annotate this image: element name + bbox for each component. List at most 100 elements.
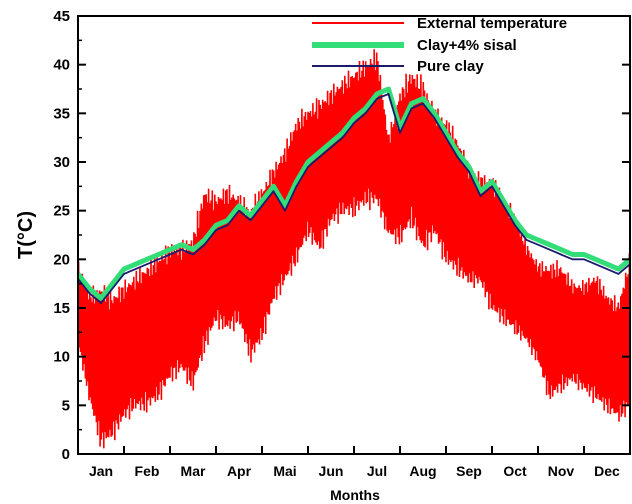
series-pure-clay-point: [100, 302, 102, 304]
y-tick-label: 40: [53, 57, 70, 74]
series-clay-sisal-point: [422, 97, 424, 100]
x-tick-label: Aug: [409, 463, 436, 479]
y-axis-title: T(°C): [15, 211, 37, 259]
series-clay-sisal-point: [261, 200, 263, 202]
series-pure-clay-point: [491, 185, 493, 188]
legend-label: Clay+4% sisal: [417, 37, 517, 54]
x-tick-label: Sep: [456, 463, 482, 479]
series-pure-clay-point: [548, 248, 551, 251]
series-clay-sisal-point: [353, 117, 355, 119]
series-pure-clay-point: [456, 156, 459, 158]
series-clay-sisal-point: [537, 239, 539, 241]
series-pure-clay-point: [284, 209, 286, 212]
series-clay-sisal-point: [238, 205, 240, 207]
series-pure-clay-point: [111, 287, 114, 290]
series-clay-sisal-point: [226, 219, 229, 222]
series-pure-clay-point: [399, 132, 401, 134]
series-pure-clay-point: [445, 136, 447, 139]
series-clay-sisal-point: [445, 132, 447, 134]
x-tick-label: Mai: [273, 463, 296, 479]
legend-label: Pure clay: [417, 58, 484, 75]
legend: External temperature Clay+4% sisal Pure cl…: [312, 15, 567, 75]
x-tick-label: Jul: [367, 463, 387, 479]
series-pure-clay-point: [525, 239, 528, 241]
series-clay-sisal-point: [594, 258, 597, 261]
series-clay-sisal-point: [123, 268, 125, 270]
series-pure-clay-point: [364, 112, 367, 115]
series-pure-clay-point: [410, 107, 413, 110]
series-clay-sisal-point: [364, 107, 367, 110]
series-external-temperature: [78, 49, 630, 449]
series-pure-clay-point: [330, 146, 332, 149]
series-clay-sisal-point: [318, 151, 321, 154]
series-pure-clay-point: [157, 258, 160, 261]
series-clay-sisal-point: [456, 151, 459, 154]
series-clay-sisal-point: [272, 185, 275, 188]
series-pure-clay-point: [606, 268, 608, 270]
series-pure-clay-point: [238, 209, 240, 212]
series-clay-sisal-point: [606, 263, 608, 266]
y-tick-label: 20: [53, 251, 70, 268]
y-tick-label: 35: [53, 105, 70, 122]
series-pure-clay-point: [169, 253, 171, 256]
x-tick-label: Jun: [319, 463, 344, 479]
series-clay-sisal-point: [295, 180, 298, 183]
series-clay-sisal-point: [169, 248, 171, 251]
series-clay-sisal-point: [134, 263, 137, 266]
series-pure-clay-point: [479, 195, 482, 197]
y-tick-label: 15: [53, 300, 70, 317]
series-clay-sisal-point: [180, 243, 183, 246]
x-tick-label: Oct: [503, 463, 527, 479]
series-clay-sisal-point: [548, 243, 551, 246]
series-pure-clay-point: [226, 224, 229, 227]
series-pure-clay-point: [134, 268, 137, 270]
series-layer: [78, 49, 630, 449]
series-pure-clay-point: [146, 263, 148, 266]
y-tick-label: 5: [62, 397, 70, 414]
series-clay-sisal-point: [514, 219, 516, 222]
series-pure-clay-point: [376, 97, 378, 100]
series-pure-clay-point: [261, 205, 263, 207]
x-tick-label: Jan: [89, 463, 113, 479]
series-clay-sisal-point: [203, 239, 206, 241]
x-tick-label: Feb: [135, 463, 160, 479]
series-pure-clay-point: [560, 253, 562, 256]
series-clay-sisal-point: [387, 88, 390, 90]
series-clay-sisal-point: [88, 287, 91, 290]
series-clay-sisal-point: [215, 224, 217, 227]
series-clay-sisal-point: [100, 297, 102, 300]
series-pure-clay-point: [594, 263, 597, 266]
series-clay-sisal-point: [330, 141, 332, 144]
series-pure-clay-point: [192, 253, 194, 256]
x-axis: Jan Feb Mar Apr Mai Jun Jul Aug Sep Oct Nov Dec: [89, 446, 631, 479]
series-clay-sisal-point: [307, 161, 309, 163]
series-pure-clay-point: [422, 102, 424, 105]
series-clay-sisal-point: [583, 253, 585, 256]
legend-label: External temperature: [417, 15, 567, 32]
series-clay-sisal-point: [491, 180, 493, 183]
series-clay-sisal-point: [341, 132, 344, 134]
series-clay-sisal-point: [468, 166, 470, 168]
y-tick-label: 30: [53, 154, 70, 171]
series-pure-clay-point: [433, 117, 436, 119]
series-pure-clay-point: [249, 219, 252, 222]
series-pure-clay-point: [514, 224, 516, 227]
series-pure-clay-point: [617, 273, 620, 275]
series-clay-sisal-point: [433, 112, 436, 115]
series-pure-clay-point: [318, 156, 321, 158]
series-pure-clay-point: [203, 243, 206, 246]
x-tick-label: Nov: [548, 463, 575, 479]
series-clay-sisal-point: [571, 253, 574, 256]
series-clay-sisal-point: [617, 268, 620, 270]
series-pure-clay-point: [537, 243, 539, 246]
y-tick-label: 25: [53, 203, 70, 220]
series-clay-sisal-point: [525, 234, 528, 236]
series-clay-sisal-point: [192, 248, 194, 251]
y-tick-label: 10: [53, 349, 70, 366]
series-clay-sisal-point: [560, 248, 562, 251]
series-pure-clay-point: [468, 170, 470, 173]
y-tick-label: 0: [62, 446, 70, 463]
series-clay-sisal-point: [146, 258, 148, 261]
y-tick-label: 45: [53, 8, 70, 25]
series-pure-clay-point: [571, 258, 574, 261]
